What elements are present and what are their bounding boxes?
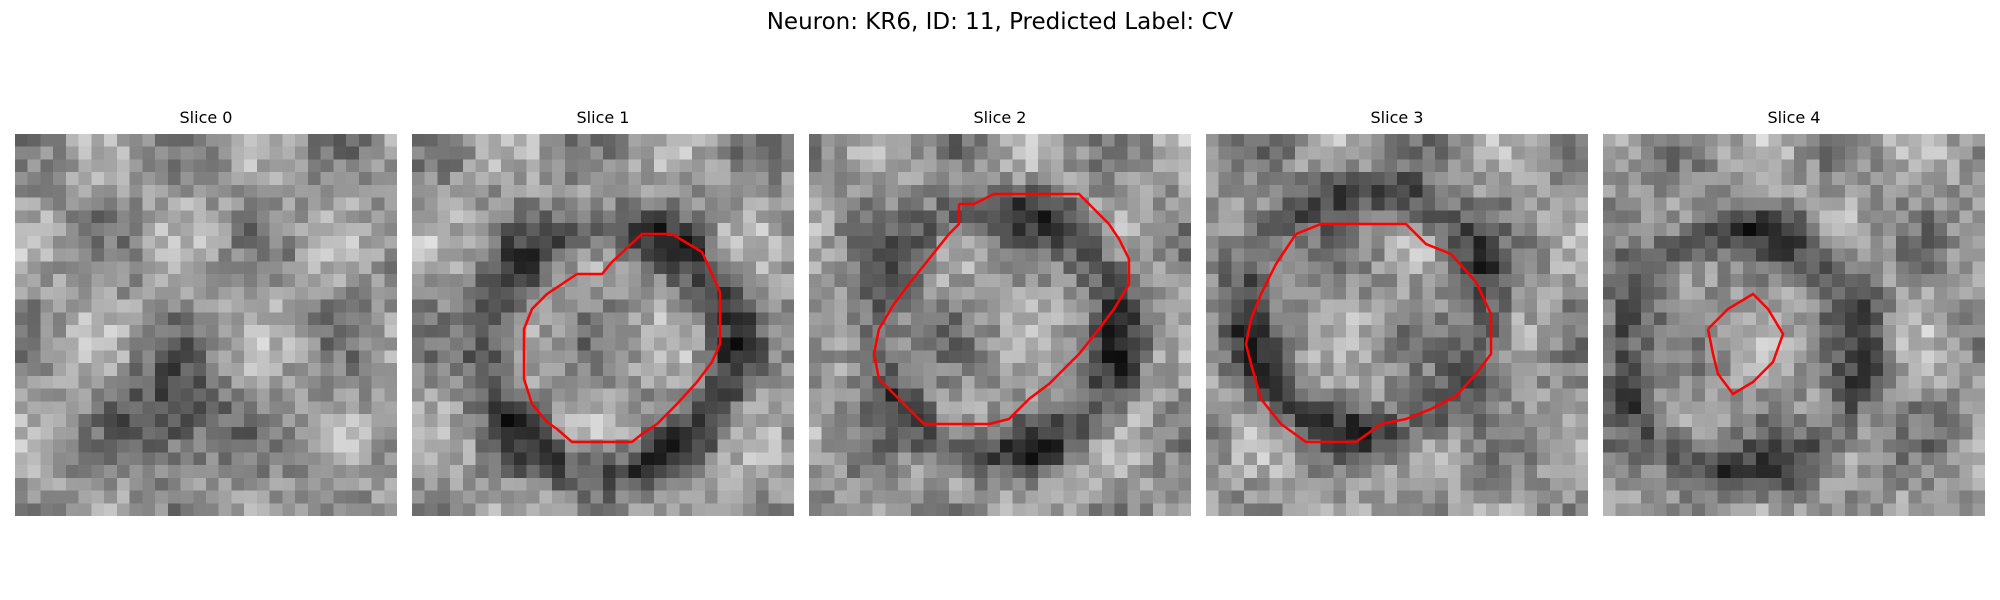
slice-title: Slice 4 (1767, 108, 1821, 127)
slice-image (809, 134, 1191, 516)
slice-panel-1: Slice 1 (412, 108, 794, 516)
figure-title: Neuron: KR6, ID: 11, Predicted Label: CV (766, 9, 1234, 35)
slice-image (412, 134, 794, 516)
slice-title: Slice 2 (973, 108, 1027, 127)
slice-title: Slice 0 (179, 108, 233, 127)
slice-title: Slice 3 (1370, 108, 1424, 127)
slice-image (1206, 134, 1588, 516)
slice-image (1603, 134, 1985, 516)
slice-panel-3: Slice 3 (1206, 108, 1588, 516)
slice-title: Slice 1 (576, 108, 630, 127)
slice-panel-4: Slice 4 (1603, 108, 1985, 516)
slice-image (15, 134, 397, 516)
slice-panel-0: Slice 0 (15, 108, 397, 516)
slice-panel-2: Slice 2 (809, 108, 1191, 516)
